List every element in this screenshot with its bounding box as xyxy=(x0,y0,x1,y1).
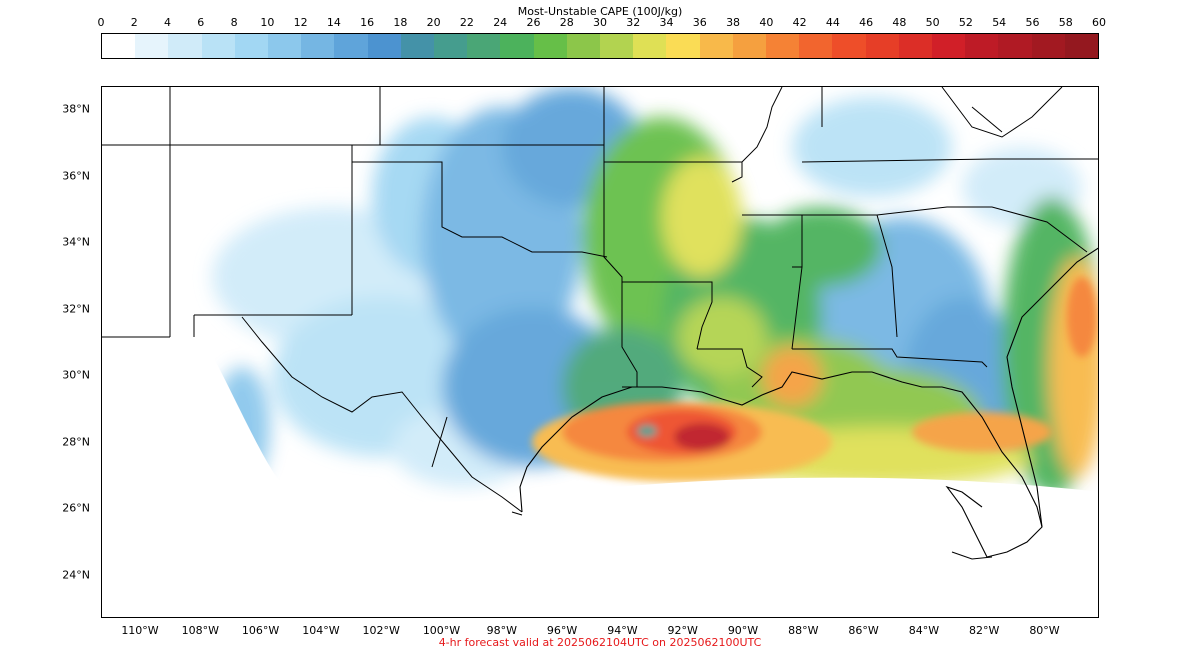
colorbar-segment xyxy=(932,34,966,58)
colorbar-segment xyxy=(865,34,899,58)
colorbar-tick-label: 14 xyxy=(326,16,341,29)
longitude-label: 108°W xyxy=(181,624,219,637)
map-panel xyxy=(101,86,1099,618)
colorbar-segment xyxy=(832,34,866,58)
colorbar-segment xyxy=(732,34,767,58)
colorbar-segment xyxy=(168,34,202,58)
colorbar-tick-label: 10 xyxy=(260,16,275,29)
longitude-label: 96°W xyxy=(546,624,578,637)
longitude-label: 100°W xyxy=(422,624,461,637)
forecast-valid-caption: 4-hr forecast valid at 2025062104UTC on … xyxy=(438,636,762,649)
colorbar-tick-label: 12 xyxy=(293,16,308,29)
colorbar-segment xyxy=(467,34,501,58)
colorbar-segment xyxy=(666,34,700,58)
colorbar-segment xyxy=(367,34,401,58)
longitude-label: 104°W xyxy=(302,624,340,637)
colorbar-segment xyxy=(1031,34,1065,58)
longitude-label: 98°W xyxy=(486,624,517,637)
cape-field xyxy=(212,87,1098,497)
colorbar-segment xyxy=(268,34,302,58)
colorbar-tick-labels: 0 2 4 6 8 10 12 14 16 18 20 22 24 26 28 30 32 34 36 38 40 42 4… xyxy=(0,0,1200,70)
colorbar-segment xyxy=(301,34,335,58)
colorbar-tick-label: 26 xyxy=(526,16,541,29)
latitude-label: 30°N xyxy=(62,368,90,382)
colorbar-tick-label: 24 xyxy=(493,16,508,29)
colorbar-tick-label: 46 xyxy=(859,16,874,29)
colorbar-tick-label: 4 xyxy=(164,16,172,29)
longitude-label: 106°W xyxy=(241,624,280,637)
latitude-label: 24°N xyxy=(62,568,90,581)
colorbar xyxy=(101,33,1099,59)
colorbar-segment xyxy=(434,34,468,58)
colorbar-segment xyxy=(633,34,667,58)
latitude-label: 36°N xyxy=(62,169,90,182)
longitude-label: 88°W xyxy=(788,624,819,637)
longitude-label: 84°W xyxy=(908,624,940,637)
colorbar-segment xyxy=(201,34,235,58)
longitude-label: 80°W xyxy=(1029,624,1060,637)
colorbar-segment xyxy=(1064,34,1099,58)
colorbar-tick-label: 16 xyxy=(360,16,375,29)
longitude-label: 90°W xyxy=(727,624,759,637)
colorbar-segment xyxy=(998,34,1032,58)
colorbar-tick-label: 8 xyxy=(230,16,238,29)
colorbar-segment xyxy=(600,34,634,58)
colorbar-segment xyxy=(965,34,999,58)
colorbar-title: Most-Unstable CAPE (100J/kg) xyxy=(517,5,683,18)
colorbar-segment xyxy=(400,34,435,58)
longitude-label: 82°W xyxy=(969,624,1000,637)
colorbar-tick-label: 30 xyxy=(593,16,607,29)
latitude-label: 32°N xyxy=(62,302,90,315)
cape-map xyxy=(102,87,1098,560)
colorbar-tick-label: 44 xyxy=(825,16,840,29)
colorbar-tick-label: 28 xyxy=(559,16,574,29)
colorbar-segment xyxy=(533,34,567,58)
colorbar-tick-label: 48 xyxy=(892,16,907,29)
longitude-label: 94°W xyxy=(607,624,638,637)
colorbar-tick-label: 0 xyxy=(97,16,105,29)
colorbar-segment xyxy=(102,34,136,58)
colorbar-tick-label: 18 xyxy=(393,16,408,29)
colorbar-tick-label: 20 xyxy=(426,16,441,29)
colorbar-tick-label: 54 xyxy=(992,16,1007,29)
longitude-label: 92°W xyxy=(667,624,698,637)
colorbar-segment xyxy=(699,34,733,58)
latitude-label: 26°N xyxy=(62,501,90,515)
coastline xyxy=(511,247,1098,560)
longitude-label: 110°W xyxy=(121,624,159,637)
colorbar-segment xyxy=(799,34,833,58)
colorbar-tick-label: 56 xyxy=(1025,16,1040,29)
colorbar-tick-label: 36 xyxy=(692,16,707,29)
longitude-label: 102°W xyxy=(362,624,400,637)
colorbar-tick-label: 2 xyxy=(130,16,138,29)
colorbar-segment xyxy=(766,34,800,58)
colorbar-segment xyxy=(566,34,601,58)
colorbar-tick-label: 34 xyxy=(659,16,674,29)
longitude-label: 86°W xyxy=(848,624,879,637)
colorbar-tick-label: 58 xyxy=(1058,16,1073,29)
colorbar-segment xyxy=(334,34,368,58)
colorbar-segment xyxy=(234,34,269,58)
colorbar-tick-label: 42 xyxy=(792,16,807,29)
colorbar-tick-label: 38 xyxy=(726,16,741,29)
colorbar-segment xyxy=(500,34,534,58)
colorbar-tick-label: 6 xyxy=(197,16,205,29)
latitude-label: 34°N xyxy=(62,235,90,249)
colorbar-tick-label: 22 xyxy=(459,16,474,29)
latitude-label: 28°N xyxy=(62,435,90,448)
colorbar-tick-label: 52 xyxy=(958,16,973,29)
colorbar-tick-label: 32 xyxy=(626,16,641,29)
latitude-label: 38°N xyxy=(62,102,90,116)
colorbar-tick-label: 50 xyxy=(925,16,940,29)
colorbar-segment xyxy=(898,34,933,58)
colorbar-tick-label: 60 xyxy=(1092,16,1106,29)
colorbar-segment xyxy=(135,34,169,58)
colorbar-tick-label: 40 xyxy=(759,16,774,29)
